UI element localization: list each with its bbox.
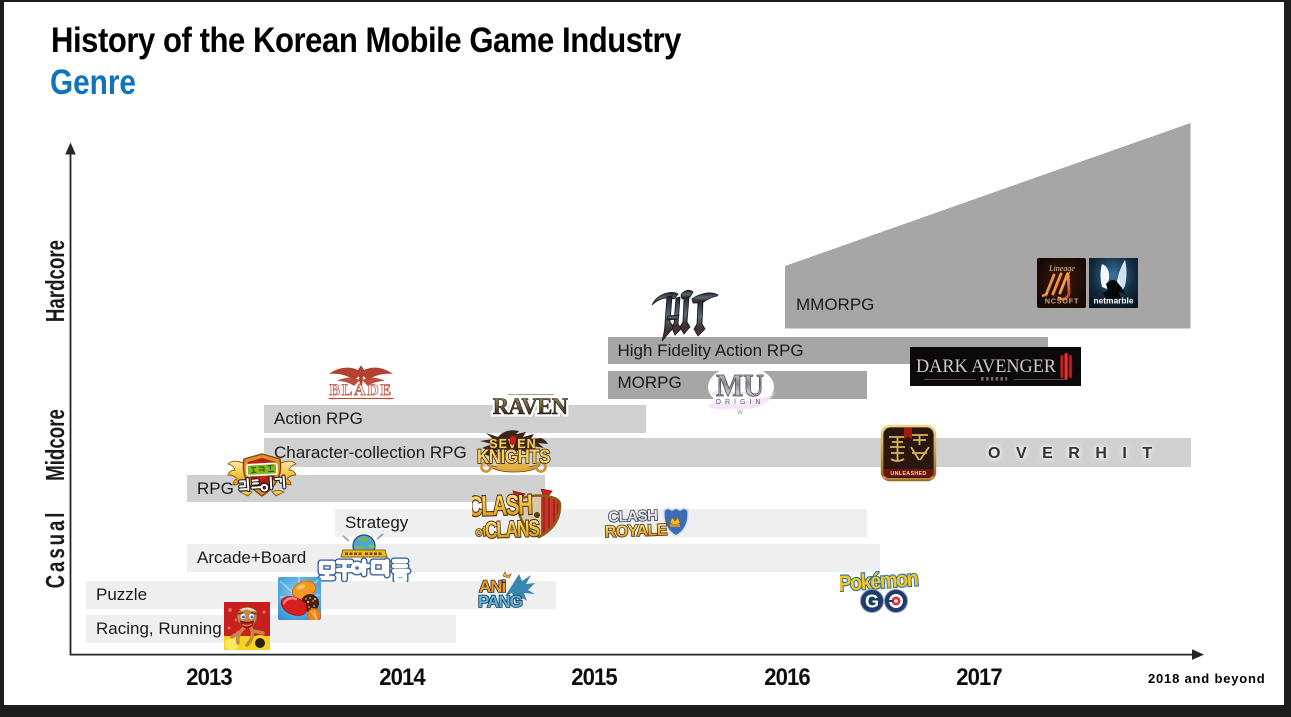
svg-text:netmarble: netmarble xyxy=(1093,296,1133,306)
svg-text:RAVEN: RAVEN xyxy=(493,394,569,419)
svg-text:ROYALE: ROYALE xyxy=(604,522,668,539)
svg-text:RAVEN: RAVEN xyxy=(493,394,569,419)
svg-text:PANG: PANG xyxy=(478,592,523,611)
svg-text:CLANS: CLANS xyxy=(484,516,539,539)
svg-text:NCSOFT: NCSOFT xyxy=(1045,297,1079,306)
svg-text:G: G xyxy=(865,592,879,612)
svg-text:CLASH: CLASH xyxy=(472,490,533,523)
svg-text:ANi: ANi xyxy=(479,577,506,596)
svg-text:of: of xyxy=(475,524,487,539)
svg-text:Lineage: Lineage xyxy=(1048,264,1075,273)
svg-text:W: W xyxy=(737,410,743,416)
svg-text:MU: MU xyxy=(716,368,764,404)
svg-text:UNLEASHED: UNLEASHED xyxy=(890,471,926,477)
svg-text:CLASH: CLASH xyxy=(608,507,658,526)
svg-text:KNIGHTS: KNIGHTS xyxy=(477,445,550,467)
svg-text:BLADE: BLADE xyxy=(329,382,392,399)
svg-text:ORIGIN: ORIGIN xyxy=(716,399,765,406)
svg-text:DARK AVENGER: DARK AVENGER xyxy=(916,356,1056,377)
